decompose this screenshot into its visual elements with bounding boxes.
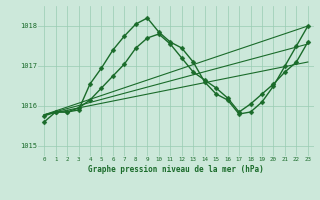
X-axis label: Graphe pression niveau de la mer (hPa): Graphe pression niveau de la mer (hPa) [88,165,264,174]
